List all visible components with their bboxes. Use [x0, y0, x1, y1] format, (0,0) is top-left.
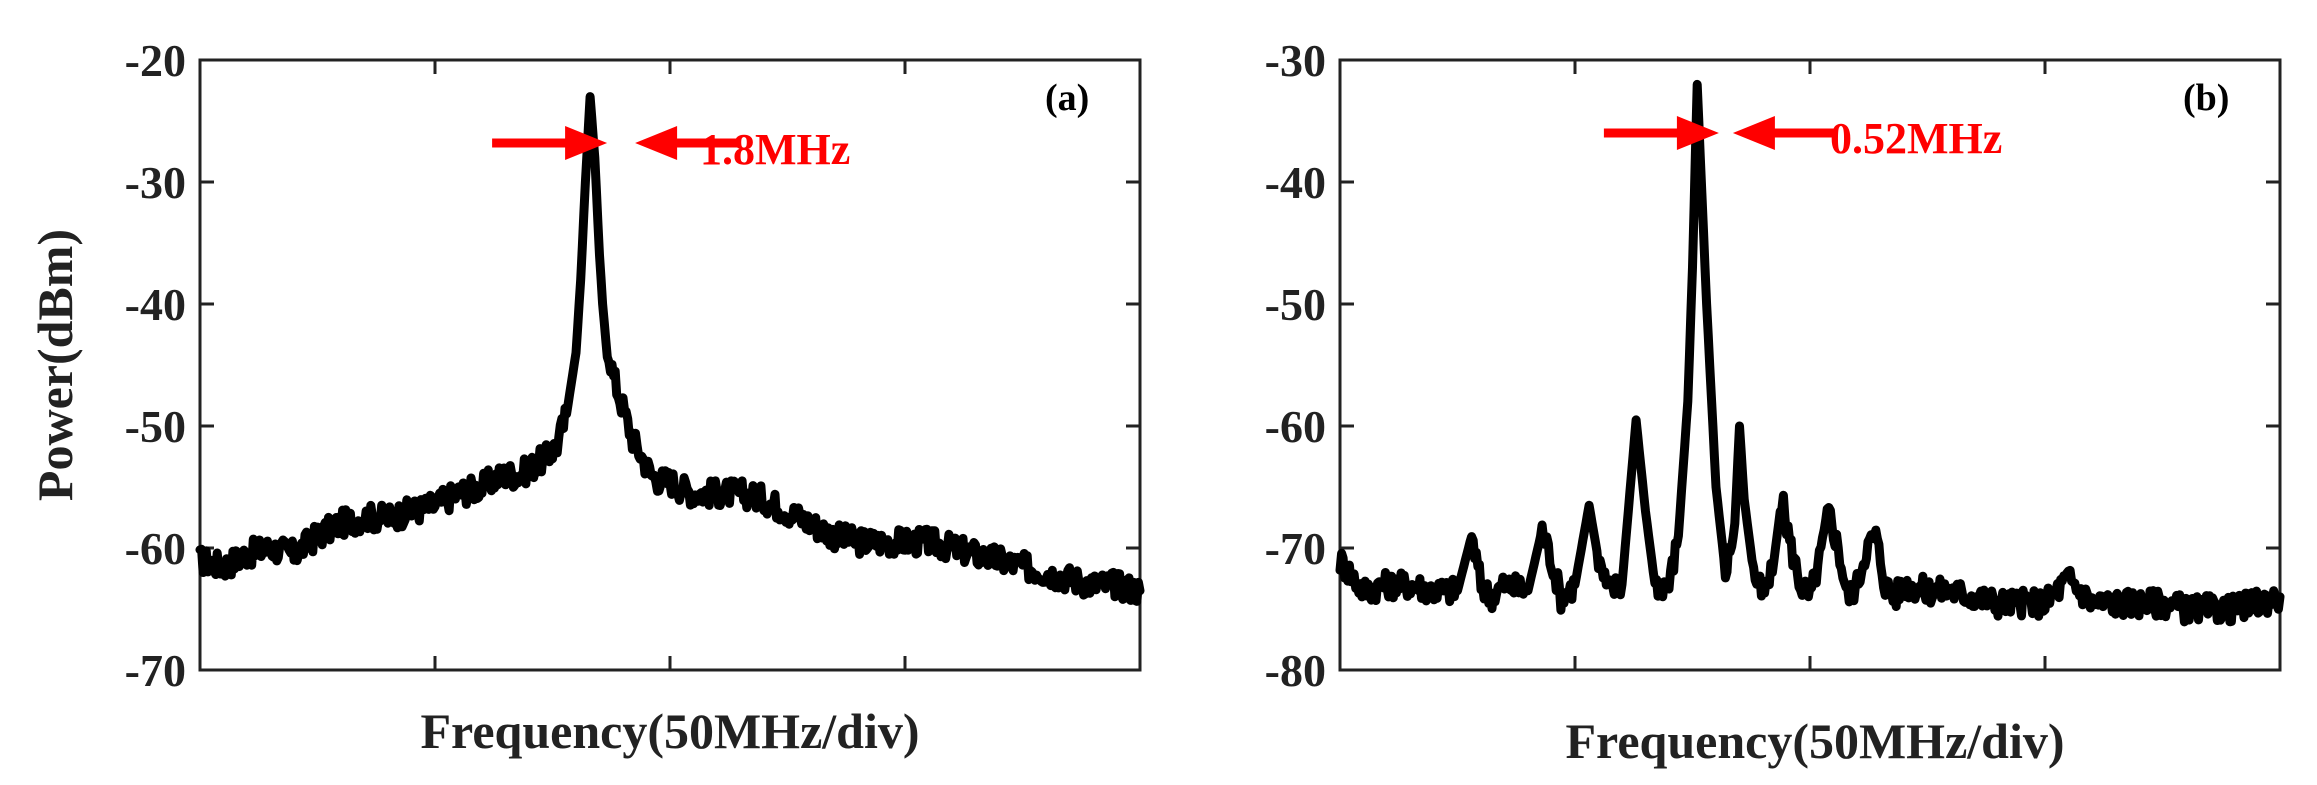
panel-b: -30 -40 -50 -60 -70 -80 (b) 0.52MHz Frequency…	[1265, 35, 2285, 769]
panel-a-y-axis-label: Power(dBm)	[27, 229, 83, 501]
panel-b-y-tick-label: -30	[1265, 35, 1326, 86]
panel-a-y-tick-label: -60	[125, 523, 186, 574]
panel-a-linewidth-arrows	[492, 126, 741, 160]
panel-b-linewidth-arrows	[1603, 116, 1838, 150]
panel-a-left-arrow-head	[565, 126, 608, 160]
panel-a-y-ticks: -20 -30 -40 -50 -60 -70	[125, 35, 1140, 696]
panel-a-spectrum-trace	[195, 92, 1145, 606]
panel-a-linewidth-label: 1.8MHz	[700, 125, 850, 174]
panel-a-y-tick-label: -50	[125, 401, 186, 452]
panel-b-linewidth-label: 0.52MHz	[1830, 114, 2002, 163]
panel-a: -20 -30 -40 -50 -60 -70 (a) 1.8MHz Frequency(…	[27, 35, 1145, 759]
panel-b-x-ticks	[1338, 60, 2282, 670]
panel-b-y-ticks: -30 -40 -50 -60 -70 -80	[1265, 35, 2280, 696]
panel-b-y-tick-label: -80	[1265, 645, 1326, 696]
panel-a-y-tick-label: -40	[125, 279, 186, 330]
panel-b-spectrum-trace	[1335, 79, 2285, 627]
panel-a-x-ticks	[198, 60, 1142, 670]
panel-a-right-arrow-head	[635, 126, 678, 160]
panel-b-y-tick-label: -70	[1265, 523, 1326, 574]
panel-a-label: (a)	[1045, 77, 1089, 119]
panel-b-y-tick-label: -40	[1265, 157, 1326, 208]
panel-a-x-axis-label: Frequency(50MHz/div)	[421, 703, 920, 759]
panel-b-y-tick-label: -60	[1265, 401, 1326, 452]
panel-a-y-tick-label: -30	[125, 157, 186, 208]
panel-b-right-arrow-head	[1732, 116, 1775, 150]
panel-b-left-arrow-head	[1676, 116, 1719, 150]
panel-b-y-tick-label: -50	[1265, 279, 1326, 330]
panel-b-x-axis-label: Frequency(50MHz/div)	[1566, 713, 2065, 769]
panel-a-y-tick-label: -70	[125, 645, 186, 696]
panel-a-y-tick-label: -20	[125, 35, 186, 86]
panel-b-label: (b)	[2183, 77, 2229, 119]
